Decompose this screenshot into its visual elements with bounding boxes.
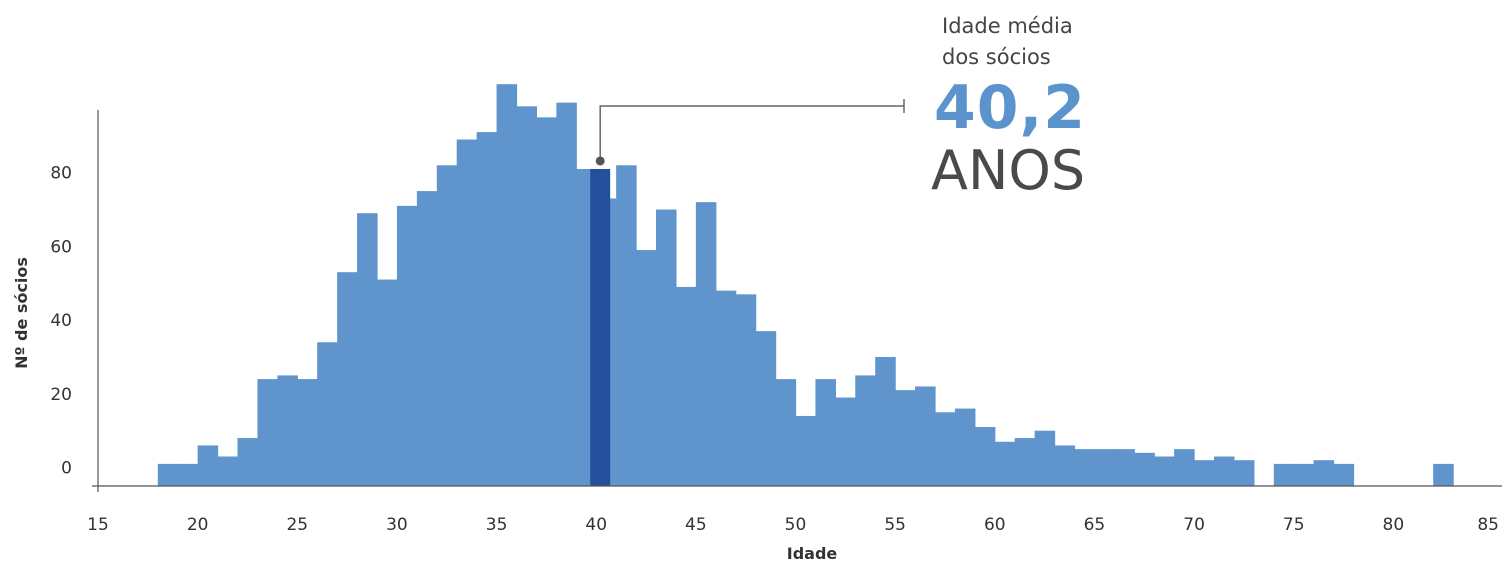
histogram-bar bbox=[396, 205, 418, 486]
x-tick-label: 25 bbox=[286, 515, 308, 535]
y-tick-label: 0 bbox=[61, 459, 72, 479]
x-tick-label: 35 bbox=[486, 515, 508, 535]
x-tick-label: 30 bbox=[386, 515, 408, 535]
histogram-bar bbox=[1094, 449, 1115, 486]
histogram-bar bbox=[755, 331, 777, 486]
histogram-bar bbox=[217, 456, 239, 486]
y-tick-labels: 0 20 40 60 80 bbox=[50, 164, 72, 479]
histogram-bar bbox=[656, 209, 677, 486]
y-tick-label: 40 bbox=[50, 311, 72, 331]
annotation-label-line1: Idade média bbox=[942, 14, 1073, 38]
x-tick-label: 15 bbox=[87, 515, 109, 535]
x-tick-label: 70 bbox=[1183, 515, 1205, 535]
histogram-bar bbox=[197, 445, 219, 486]
histogram-bar bbox=[1014, 438, 1036, 486]
histogram-bar bbox=[257, 379, 278, 486]
y-tick-label: 80 bbox=[50, 164, 72, 184]
histogram-bar bbox=[317, 342, 338, 486]
histogram-bar bbox=[875, 356, 896, 486]
x-tick-label: 50 bbox=[785, 515, 807, 535]
histogram-bar bbox=[695, 202, 717, 486]
histogram-bar bbox=[715, 290, 737, 486]
x-tick-labels: 15 20 25 30 35 40 45 50 55 60 65 70 75 80 85 bbox=[87, 515, 1499, 535]
bars-group bbox=[157, 84, 1454, 487]
annotation-label-line2: dos sócios bbox=[942, 45, 1051, 69]
x-tick-label: 85 bbox=[1477, 515, 1499, 535]
histogram-bar bbox=[456, 139, 478, 487]
histogram-bar bbox=[1054, 445, 1076, 486]
x-tick-label: 45 bbox=[685, 515, 707, 535]
histogram-bar bbox=[855, 375, 876, 486]
histogram-bar bbox=[1134, 452, 1155, 486]
leader-line bbox=[599, 105, 904, 161]
histogram-bar bbox=[1233, 460, 1255, 486]
x-tick-label: 20 bbox=[187, 515, 209, 535]
histogram-bar bbox=[1154, 456, 1175, 486]
histogram-bar bbox=[1174, 449, 1195, 486]
histogram-bar bbox=[516, 106, 538, 487]
histogram-bar bbox=[815, 379, 836, 486]
histogram-bar bbox=[416, 191, 438, 487]
histogram-bar bbox=[297, 379, 318, 486]
histogram-bar bbox=[1433, 463, 1454, 486]
histogram-bar bbox=[277, 375, 298, 486]
histogram-bar bbox=[1194, 460, 1215, 486]
histogram-bar bbox=[1313, 460, 1335, 486]
x-tick-label: 75 bbox=[1283, 515, 1305, 535]
annotation-value: 40,2 bbox=[934, 73, 1086, 143]
y-tick-label: 60 bbox=[50, 237, 72, 257]
histogram-bar bbox=[974, 427, 996, 486]
histogram-bar bbox=[795, 415, 817, 486]
y-axis-title: Nº de sócios bbox=[12, 257, 31, 369]
histogram-bar bbox=[895, 390, 916, 486]
histogram-bar bbox=[1333, 463, 1355, 486]
mean-age-annotation: Idade média dos sócios 40,2 ANOS bbox=[595, 14, 1086, 202]
histogram-bar bbox=[775, 379, 797, 486]
histogram-bar bbox=[1034, 430, 1056, 486]
leader-dot bbox=[595, 156, 605, 166]
x-axis-title: Idade bbox=[787, 544, 838, 563]
histogram-bar bbox=[377, 279, 398, 486]
histogram-bar bbox=[1074, 449, 1096, 486]
annotation-unit: ANOS bbox=[931, 139, 1085, 202]
histogram-bar bbox=[954, 408, 976, 486]
histogram-bar bbox=[357, 213, 378, 486]
histogram-bar bbox=[237, 438, 259, 486]
x-tick-label: 40 bbox=[585, 515, 607, 535]
histogram-bar bbox=[915, 386, 936, 486]
histogram-bar bbox=[496, 84, 518, 486]
histogram-bar bbox=[337, 272, 358, 486]
histogram-bar bbox=[616, 165, 637, 486]
x-tick-label: 65 bbox=[1084, 515, 1106, 535]
histogram-bar bbox=[675, 286, 697, 486]
histogram-bar bbox=[436, 165, 458, 486]
histogram-bar bbox=[556, 102, 577, 487]
histogram-bar bbox=[536, 117, 557, 486]
x-tick-label: 60 bbox=[984, 515, 1006, 535]
histogram-bar bbox=[735, 294, 757, 486]
x-tick-label: 55 bbox=[884, 515, 906, 535]
histogram-bar bbox=[1114, 449, 1135, 486]
histogram-bar bbox=[157, 463, 179, 486]
y-tick-label: 20 bbox=[50, 385, 72, 405]
histogram-bar bbox=[1214, 456, 1235, 486]
histogram-bar bbox=[994, 441, 1016, 486]
histogram-bar bbox=[177, 463, 199, 486]
axes-group bbox=[92, 110, 1502, 492]
histogram-bar bbox=[476, 132, 498, 486]
histogram-bar bbox=[636, 250, 657, 486]
histogram-bar bbox=[935, 412, 956, 486]
x-tick-label: 80 bbox=[1383, 515, 1405, 535]
histogram-bar bbox=[835, 397, 856, 486]
mean-age-bar bbox=[590, 168, 611, 486]
histogram-bar bbox=[1273, 463, 1295, 486]
histogram-bar bbox=[1293, 463, 1315, 486]
